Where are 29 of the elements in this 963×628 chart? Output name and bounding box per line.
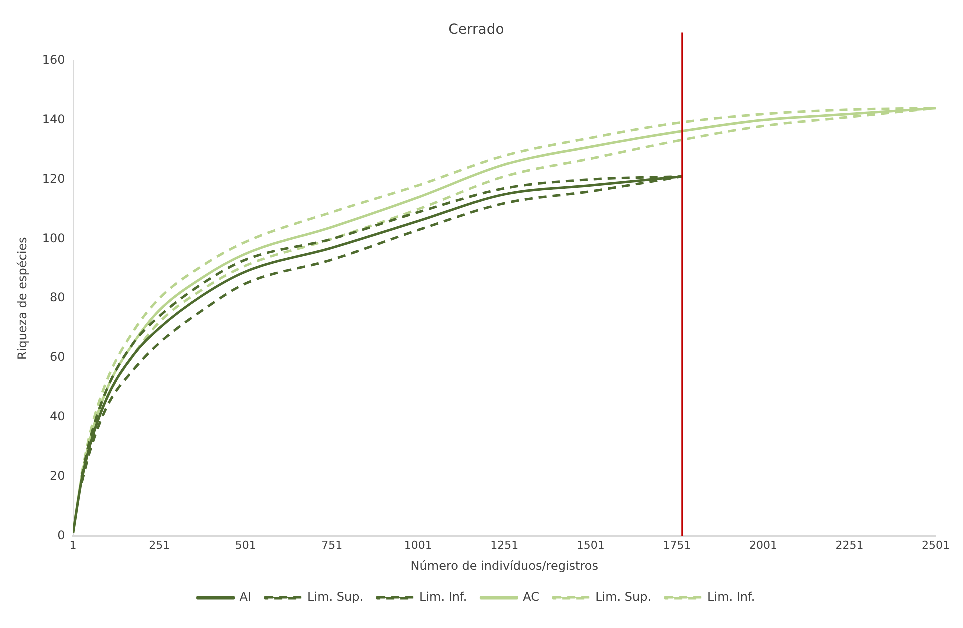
x-tick-label: 1501	[576, 538, 605, 552]
x-tick-label: 1751	[663, 538, 692, 552]
y-tick-label: 0	[58, 528, 66, 543]
x-tick-label: 251	[149, 538, 170, 552]
legend-label: Lim. Inf.	[708, 590, 756, 604]
legend-label: Lim. Sup.	[308, 590, 364, 604]
x-tick-label: 1001	[404, 538, 432, 552]
y-axis-title: Riqueza de espécies	[15, 237, 30, 360]
y-tick-label: 100	[42, 231, 66, 246]
legend-label: AI	[240, 590, 252, 604]
x-tick-label: 501	[235, 538, 256, 552]
y-tick-label: 160	[42, 52, 66, 67]
x-tick-label: 2001	[749, 538, 778, 552]
x-tick-label: 2251	[836, 538, 864, 552]
y-tick-label: 80	[50, 290, 66, 305]
y-tick-label: 120	[42, 172, 66, 186]
x-tick-label: 2501	[922, 538, 950, 552]
y-tick-label: 20	[50, 469, 66, 484]
legend-label: Lim. Sup.	[596, 590, 652, 604]
x-axis-title: Número de indivíduos/registros	[410, 558, 599, 573]
x-tick-label: 1	[70, 538, 77, 552]
legend-label: Lim. Inf.	[420, 590, 468, 604]
x-tick-label: 751	[322, 538, 343, 552]
x-tick-label: 1251	[490, 538, 519, 552]
y-tick-label: 140	[42, 112, 66, 126]
y-tick-label: 60	[50, 350, 66, 364]
legend-label: AC	[523, 590, 540, 604]
chart-title: Cerrado	[448, 22, 504, 38]
y-tick-label: 40	[50, 410, 66, 424]
